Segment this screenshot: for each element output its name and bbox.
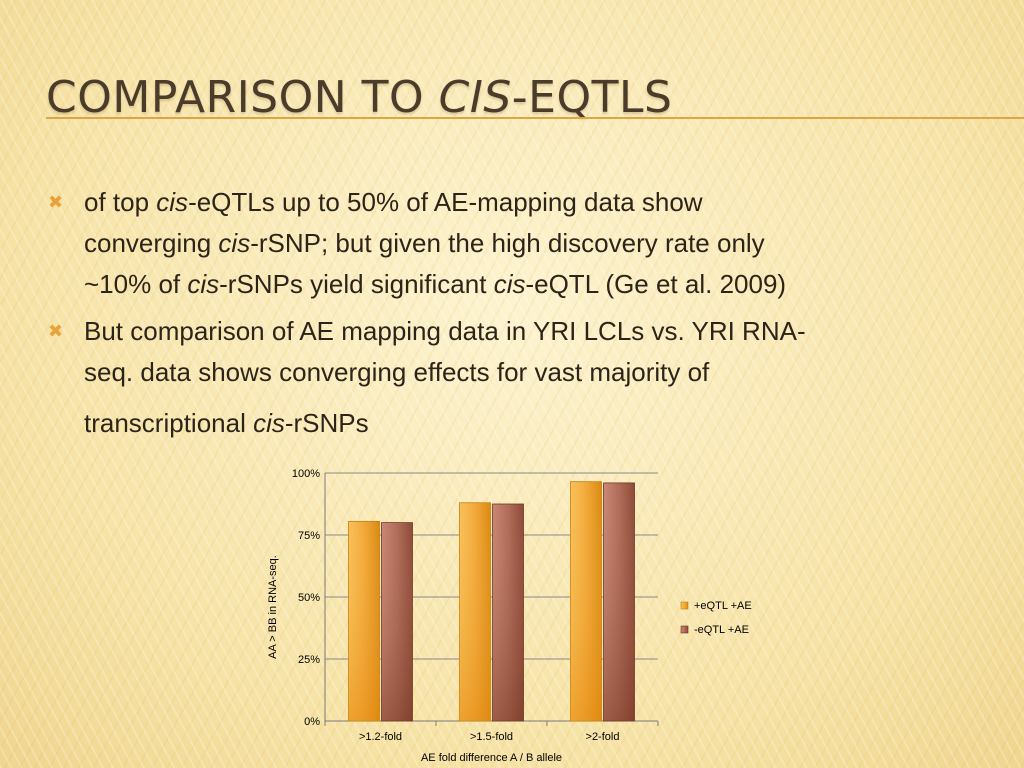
- title-rule: [46, 117, 1024, 119]
- bar-shade: [381, 522, 413, 721]
- x-bullet-icon: ✖: [48, 321, 64, 341]
- bullet-1-line-1: of top cis-eQTLs up to 50% of AE-mapping…: [84, 187, 703, 217]
- title-italic: CIS: [438, 72, 512, 123]
- bar-shade: [603, 482, 635, 721]
- x-bullet-icon: ✖: [48, 192, 64, 212]
- bullet-2-line-1: But comparison of AE mapping data in YRI…: [84, 316, 806, 346]
- x-axis-title: AE fold difference A / B allele: [421, 752, 562, 764]
- x-tick-label: >1.5-fold: [470, 731, 513, 743]
- title-suffix: -EQTLS: [511, 72, 673, 123]
- title-prefix: COMPARISON TO: [46, 72, 439, 123]
- bullet-item-1: ✖ of top cis-eQTLs up to 50% of AE-mappi…: [48, 182, 968, 305]
- legend-label: +eQTL +AE: [694, 600, 752, 612]
- bullet-2-line-3: transcriptional cis-rSNPs: [84, 408, 369, 438]
- y-tick-label: 25%: [298, 654, 320, 666]
- x-tick-label: >2-fold: [586, 731, 620, 743]
- slide-title: COMPARISON TO CIS-EQTLS: [46, 72, 672, 123]
- legend-swatch: [680, 601, 689, 610]
- y-tick-label: 75%: [298, 530, 320, 542]
- x-tick-label: >1.2-fold: [359, 731, 402, 743]
- bullet-2-line-2: seq. data shows converging effects for v…: [84, 357, 710, 387]
- bar-shade: [492, 504, 524, 721]
- bar-chart: 0% 25% 50% 75% 100% >1.2-fold >1.5-fold >2-fold…: [267, 468, 752, 764]
- y-tick-label: 0%: [304, 716, 320, 728]
- bullet-list: ✖ of top cis-eQTLs up to 50% of AE-mappi…: [48, 182, 968, 444]
- bar-shade: [459, 502, 491, 721]
- y-axis-title: AA > BB in RNA-seq.: [267, 555, 279, 659]
- plot-area: 0% 25% 50% 75% 100% >1.2-fold >1.5-fold >2-fold…: [267, 468, 752, 764]
- bar-shade: [348, 521, 380, 721]
- bullet-item-2: ✖ But comparison of AE mapping data in Y…: [48, 311, 968, 444]
- legend-label: -eQTL +AE: [694, 624, 749, 636]
- legend-swatch: [680, 625, 689, 634]
- bullet-1-line-3: ~10% of cis-rSNPs yield significant cis-…: [84, 269, 787, 299]
- y-tick-label: 50%: [298, 592, 320, 604]
- bullet-1-line-2: converging cis-rSNP; but given the high …: [84, 228, 765, 258]
- bar-shade: [570, 481, 602, 721]
- y-tick-label: 100%: [292, 468, 320, 480]
